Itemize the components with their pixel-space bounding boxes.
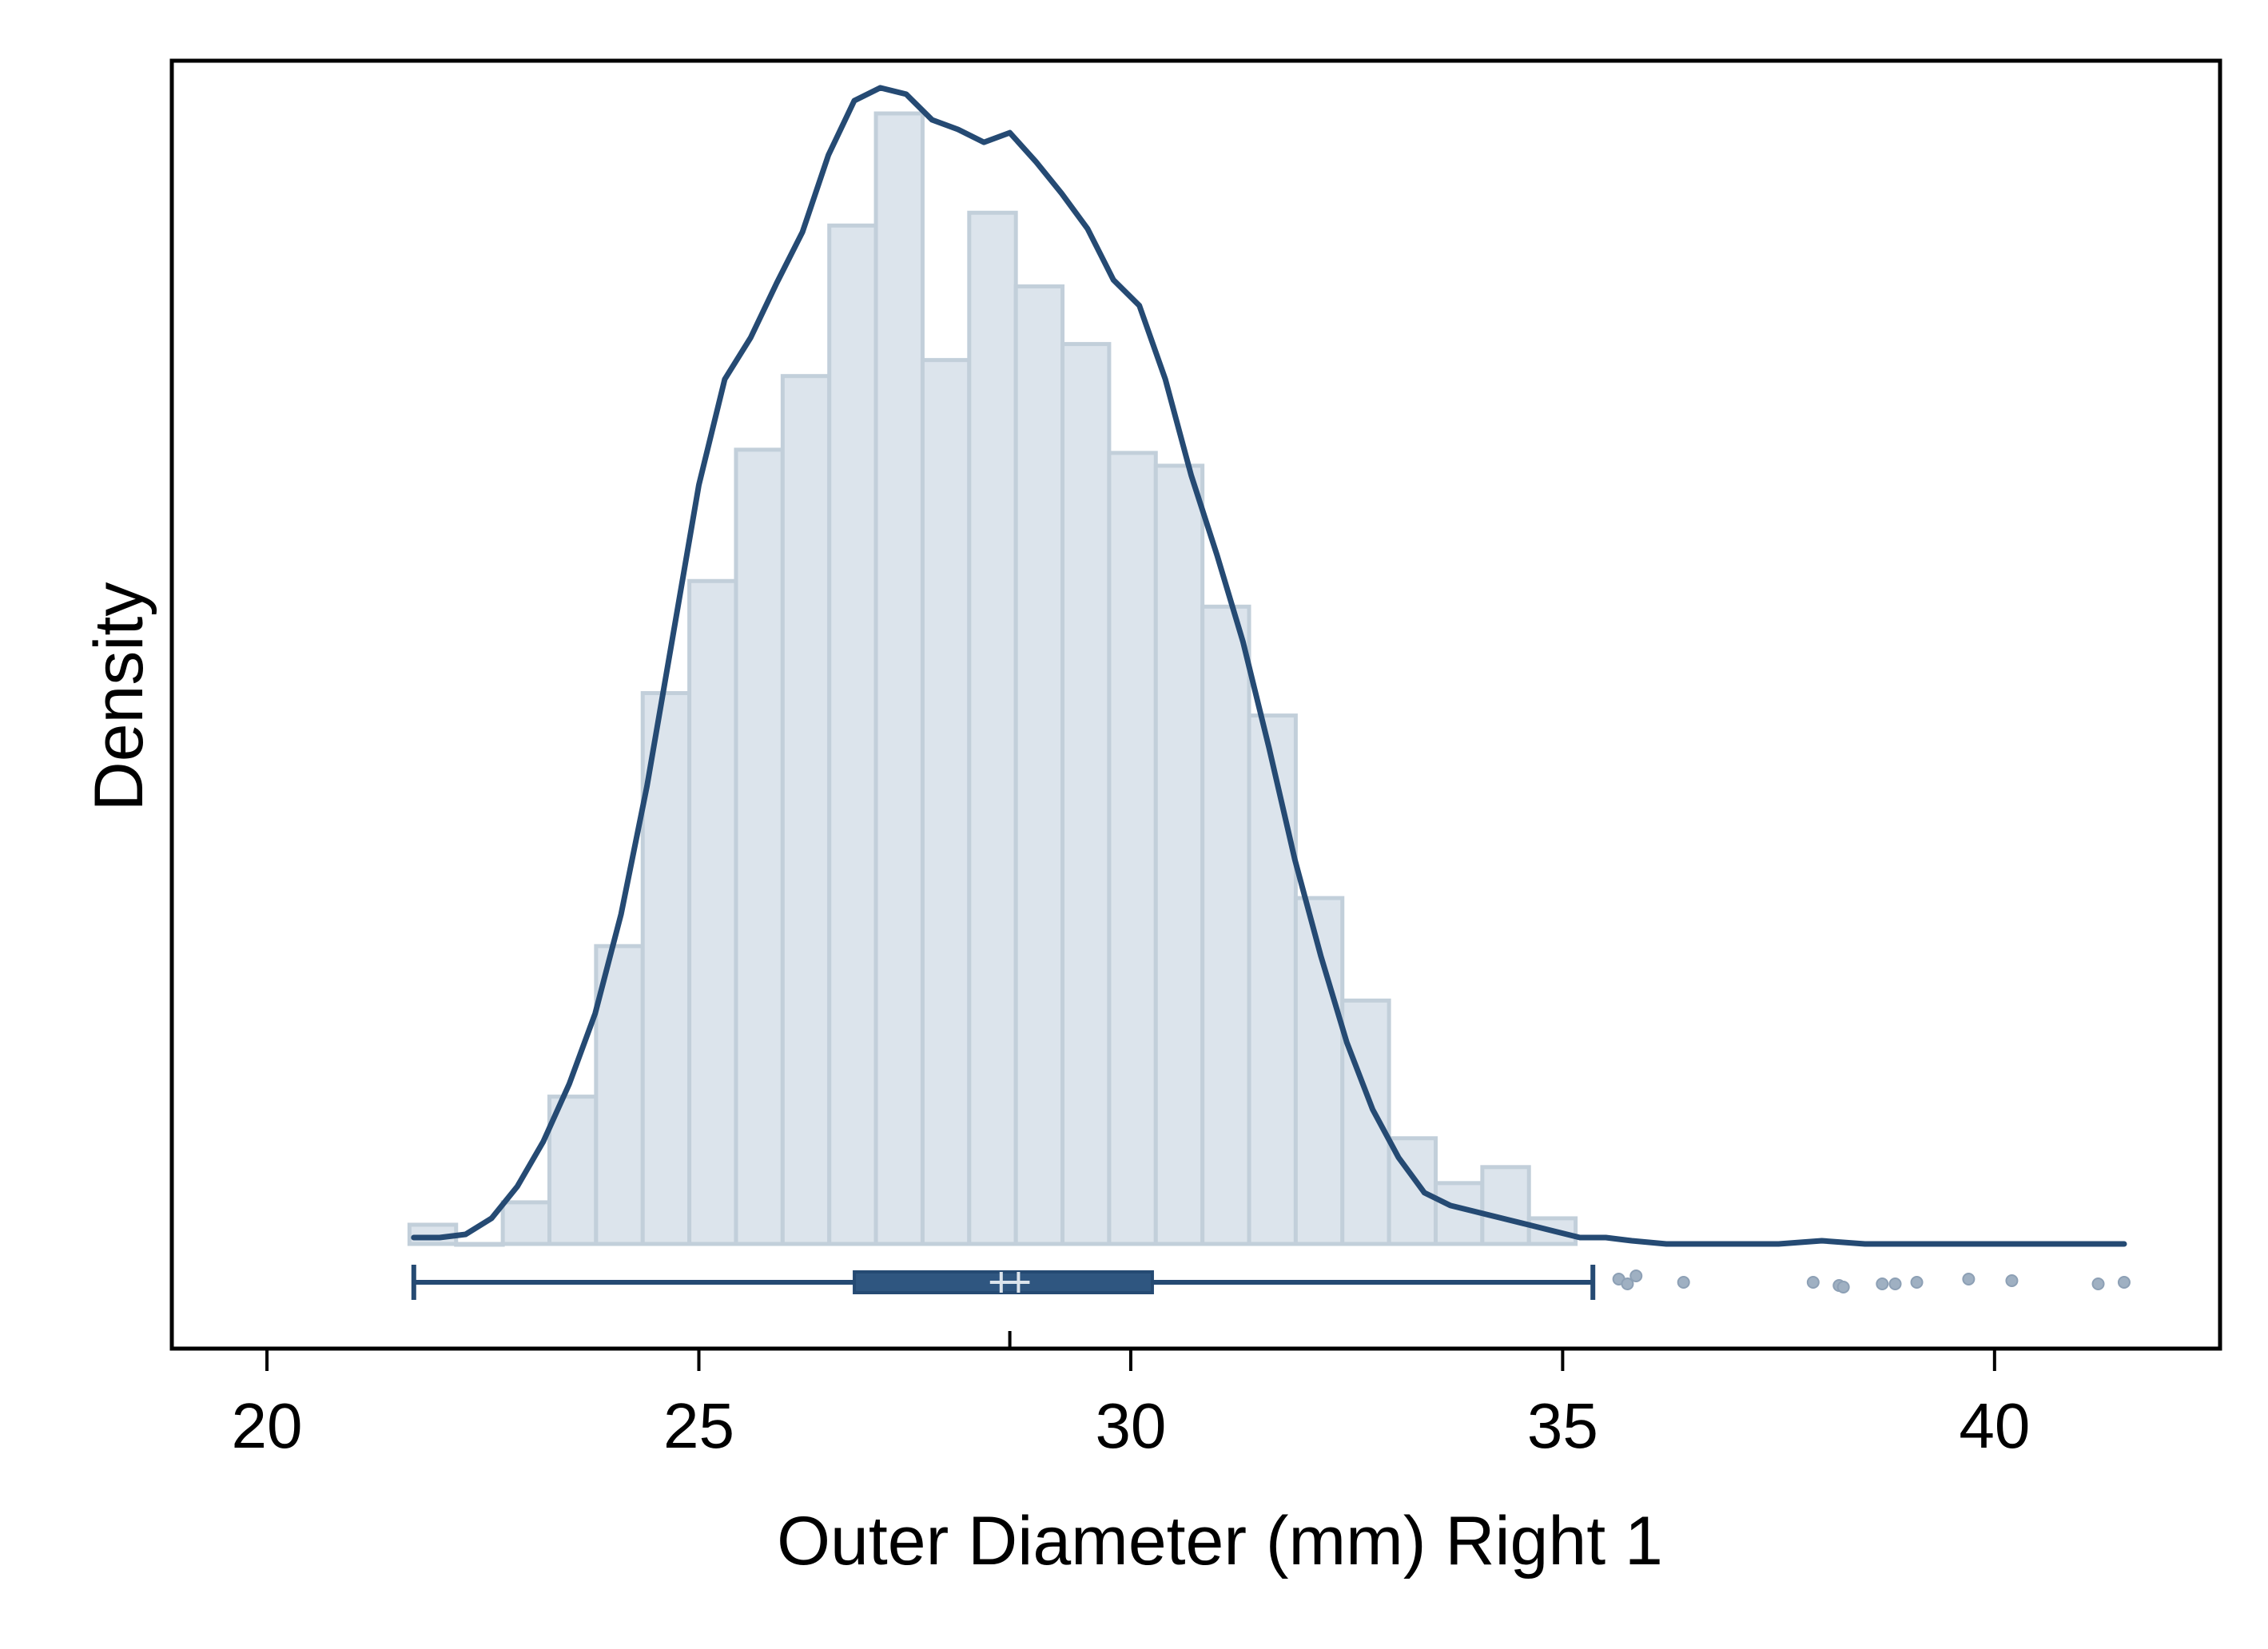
histogram-bar bbox=[640, 691, 692, 1246]
x-axis-title: Outer Diameter (mm) Right 1 bbox=[777, 1503, 1663, 1579]
histogram-bar bbox=[734, 447, 785, 1246]
histogram-bar bbox=[1153, 463, 1205, 1246]
boxplot-outlier-point bbox=[2091, 1277, 2105, 1290]
boxplot-outlier-point bbox=[1621, 1277, 1634, 1290]
y-axis-title: Density bbox=[81, 582, 157, 812]
x-tick-label: 20 bbox=[232, 1390, 303, 1461]
histogram-bar bbox=[780, 374, 832, 1246]
x-tick-label: 40 bbox=[1959, 1390, 2030, 1461]
horizontal-boxplot bbox=[411, 1265, 2131, 1349]
histogram-bar bbox=[687, 578, 738, 1246]
histogram-bar bbox=[967, 210, 1018, 1246]
x-tick-label: 30 bbox=[1095, 1390, 1166, 1461]
boxplot-outlier-point bbox=[1962, 1273, 1976, 1285]
histogram-bar bbox=[547, 1095, 599, 1246]
boxplot-outlier-point bbox=[1836, 1281, 1850, 1293]
histogram-bar bbox=[920, 358, 972, 1246]
histogram-bar bbox=[1060, 342, 1112, 1246]
boxplot-outlier-point bbox=[1876, 1277, 1889, 1290]
x-tick-label: 25 bbox=[663, 1390, 734, 1461]
histogram-bar bbox=[1013, 284, 1065, 1246]
histogram-bar bbox=[1107, 451, 1158, 1246]
histogram-bar bbox=[827, 223, 878, 1246]
histogram-bar bbox=[454, 1242, 505, 1247]
histogram-bar bbox=[1247, 713, 1298, 1246]
plot-frame bbox=[169, 58, 2222, 1351]
x-tick-label: 35 bbox=[1527, 1390, 1598, 1461]
density-curve bbox=[411, 85, 2127, 1247]
boxplot-outlier-point bbox=[2005, 1274, 2019, 1287]
boxplot-outlier-point bbox=[1910, 1276, 1924, 1289]
y-axis-title-group: Density bbox=[81, 582, 157, 812]
histogram-bars bbox=[407, 111, 1578, 1247]
histogram-bar bbox=[500, 1200, 551, 1246]
boxplot-outlier-point bbox=[1629, 1270, 1643, 1282]
boxplot-outlier-point bbox=[1806, 1276, 1820, 1289]
histogram-bar bbox=[1200, 604, 1251, 1246]
histogram-bar bbox=[1480, 1165, 1531, 1246]
boxplot-outlier-point bbox=[1888, 1277, 1902, 1290]
x-axis-ticks: 20 25 30 35 40 bbox=[232, 1349, 2030, 1461]
histogram-bar bbox=[873, 111, 925, 1246]
histogram-bar bbox=[594, 944, 645, 1246]
boxplot-outlier-point bbox=[1677, 1276, 1690, 1289]
boxplot-outlier-point bbox=[2117, 1276, 2131, 1289]
